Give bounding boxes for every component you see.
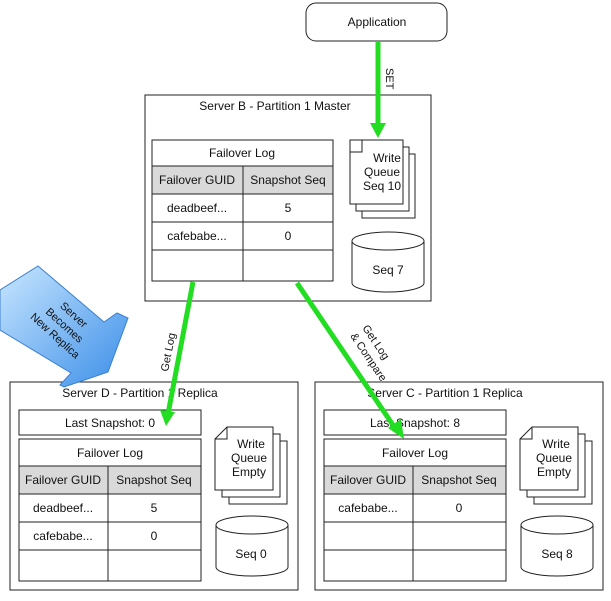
server-d: Server D - Partition 1 Replica Last Snap… — [9, 381, 299, 591]
server-c-failover-log: Failover Log Failover GUID Snapshot Seq … — [323, 438, 507, 582]
new-replica-callout: Server Becomes New Replica — [0, 265, 129, 388]
svg-text:Failover Log: Failover Log — [382, 446, 448, 460]
server-d-write-queue-icon: Write Queue Empty — [214, 426, 288, 505]
server-b-title: Server B - Partition 1 Master — [199, 99, 350, 113]
svg-text:Empty: Empty — [537, 465, 571, 479]
table-cell: 0 — [151, 529, 158, 543]
svg-text:Queue: Queue — [364, 165, 400, 179]
svg-text:Failover GUID: Failover GUID — [330, 473, 406, 487]
set-label: SET — [383, 68, 395, 90]
server-b-write-queue-icon: Write Queue Seq 10 — [349, 139, 416, 219]
svg-text:Write: Write — [237, 437, 265, 451]
table-cell: 0 — [456, 501, 463, 515]
server-c: Server C - Partition 1 Replica Last Snap… — [314, 381, 604, 591]
last-snapshot-label: Last Snapshot: 0 — [65, 416, 155, 430]
server-b-failover-log: Failover Log Failover GUID Snapshot Seq … — [151, 139, 334, 282]
svg-text:Failover Log: Failover Log — [77, 446, 143, 460]
svg-text:Queue: Queue — [231, 451, 267, 465]
column-header-guid: Failover GUID — [159, 173, 235, 187]
server-c-write-queue-icon: Write Queue Empty — [519, 426, 593, 505]
table-cell: 5 — [285, 201, 292, 215]
table-cell: deadbeef... — [167, 201, 227, 215]
application-label: Application — [348, 15, 407, 29]
table-cell: 0 — [285, 229, 292, 243]
svg-text:Write: Write — [373, 151, 401, 165]
svg-text:Snapshot Seq: Snapshot Seq — [116, 473, 191, 487]
svg-text:Empty: Empty — [232, 465, 266, 479]
svg-text:Write: Write — [542, 437, 570, 451]
table-cell: deadbeef... — [33, 501, 93, 515]
server-d-title: Server D - Partition 1 Replica — [62, 386, 218, 400]
server-b: Server B - Partition 1 Master Failover L… — [144, 94, 432, 302]
svg-text:Queue: Queue — [536, 451, 572, 465]
server-b-storage-icon: Seq 7 — [351, 231, 425, 293]
svg-text:Failover GUID: Failover GUID — [25, 473, 101, 487]
server-c-storage-icon: Seq 8 — [520, 515, 594, 577]
server-c-title: Server C - Partition 1 Replica — [367, 386, 523, 400]
server-d-storage-icon: Seq 0 — [215, 515, 289, 577]
last-snapshot-label: Last Snapshot: 8 — [370, 416, 460, 430]
server-d-failover-log: Failover Log Failover GUID Snapshot Seq … — [18, 438, 202, 582]
svg-text:Seq 7: Seq 7 — [372, 263, 404, 277]
svg-text:Snapshot Seq: Snapshot Seq — [421, 473, 496, 487]
svg-text:Seq 10: Seq 10 — [363, 179, 401, 193]
table-cell: 5 — [151, 501, 158, 515]
table-cell: cafebabe... — [167, 229, 226, 243]
column-header-seq: Snapshot Seq — [250, 173, 325, 187]
table-cell: cafebabe... — [338, 501, 397, 515]
table-cell: cafebabe... — [33, 529, 92, 543]
set-arrow: SET — [370, 41, 395, 138]
application-node: Application — [305, 2, 448, 42]
svg-text:Seq 0: Seq 0 — [235, 547, 267, 561]
svg-text:Seq 8: Seq 8 — [541, 547, 573, 561]
failover-log-title: Failover Log — [209, 146, 275, 160]
